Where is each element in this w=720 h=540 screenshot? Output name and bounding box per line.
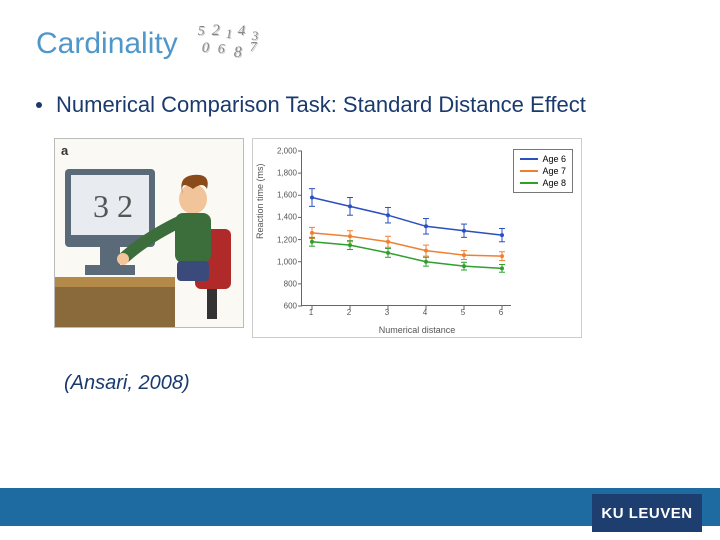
person-at-monitor-icon: 3 2 — [55, 139, 244, 328]
chart-legend: Age 6Age 7Age 8 — [513, 149, 573, 193]
bullet-icon — [36, 102, 42, 108]
y-axis-label: Reaction time (ms) — [255, 163, 265, 239]
numbers-decoration-icon: 5 2 1 4 0 6 8 7 3 — [196, 24, 276, 64]
svg-text:3: 3 — [93, 188, 109, 224]
footer-logo: KU LEUVEN — [592, 494, 702, 532]
svg-text:2: 2 — [117, 188, 133, 224]
x-axis-label: Numerical distance — [253, 325, 581, 335]
citation: (Ansari, 2008) — [0, 338, 720, 395]
distance-effect-chart: Reaction time (ms) Age 6Age 7Age 8 Numer… — [252, 138, 582, 338]
bullet-text: Numerical Comparison Task: Standard Dist… — [56, 92, 586, 118]
panel-label: a — [61, 143, 68, 158]
page-title: Cardinality — [36, 27, 178, 61]
task-illustration: a 3 2 — [54, 138, 244, 328]
